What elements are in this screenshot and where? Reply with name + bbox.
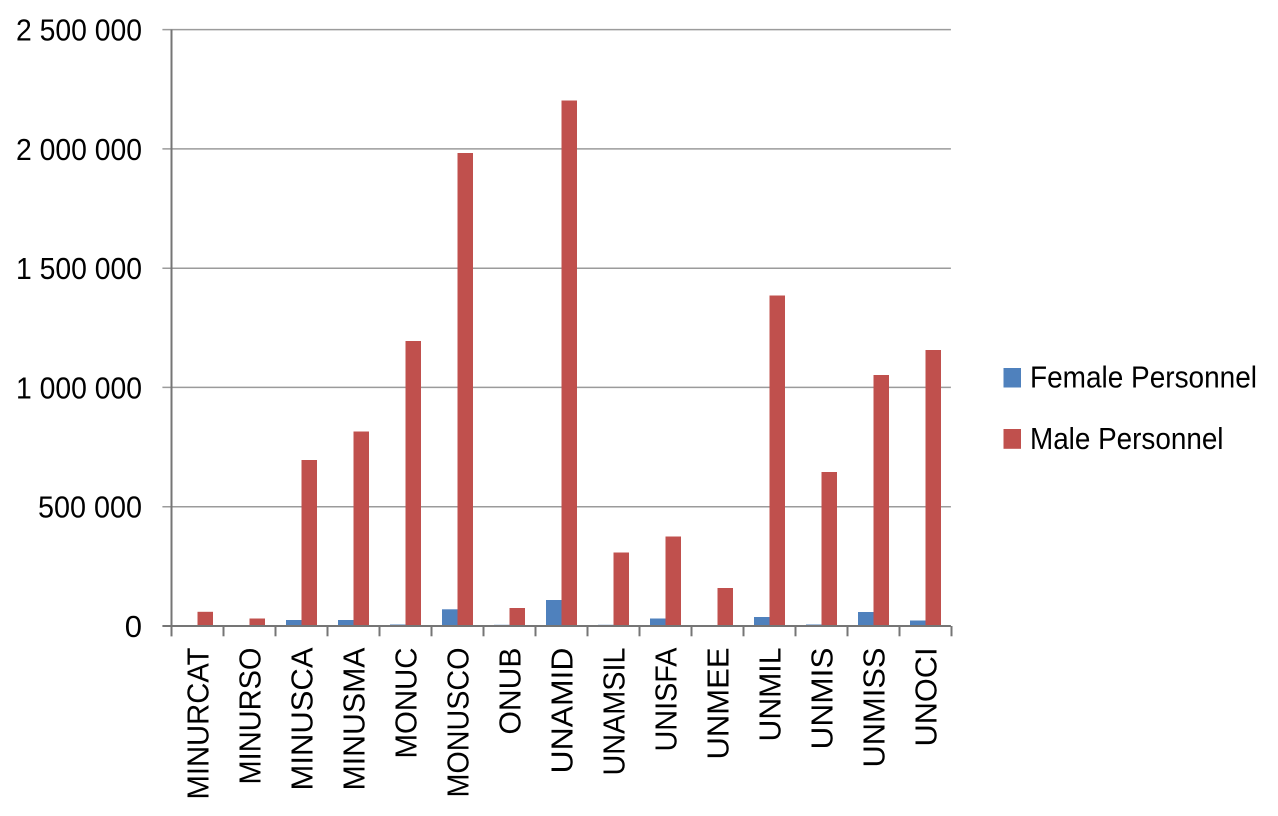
svg-text:0: 0 [125, 609, 142, 644]
svg-text:MINURSO: MINURSO [233, 648, 268, 785]
svg-text:UNISFA: UNISFA [649, 647, 684, 751]
svg-text:MINURCAT: MINURCAT [181, 647, 216, 799]
svg-text:Female Personnel: Female Personnel [1030, 360, 1257, 395]
svg-text:2 000 000: 2 000 000 [16, 132, 142, 167]
svg-text:1 000 000: 1 000 000 [16, 370, 142, 405]
svg-text:ONUB: ONUB [493, 648, 528, 735]
svg-text:MINUSCA: MINUSCA [285, 647, 320, 790]
svg-text:MONUC: MONUC [389, 648, 424, 759]
svg-text:Male Personnel: Male Personnel [1030, 421, 1224, 456]
svg-text:MONUSCO: MONUSCO [441, 648, 476, 798]
svg-text:UNOCI: UNOCI [909, 648, 944, 747]
svg-text:UNMEE: UNMEE [701, 648, 736, 760]
svg-text:500 000: 500 000 [38, 490, 142, 525]
svg-text:UNMIS: UNMIS [805, 648, 840, 750]
svg-text:1 500 000: 1 500 000 [16, 251, 142, 286]
svg-text:UNAMSIL: UNAMSIL [597, 648, 632, 776]
svg-text:UNMISS: UNMISS [857, 648, 892, 768]
svg-text:MINUSMA: MINUSMA [337, 647, 372, 790]
svg-text:2 500 000: 2 500 000 [16, 13, 142, 48]
svg-text:UNMIL: UNMIL [753, 648, 788, 742]
svg-text:UNAMID: UNAMID [545, 648, 580, 774]
